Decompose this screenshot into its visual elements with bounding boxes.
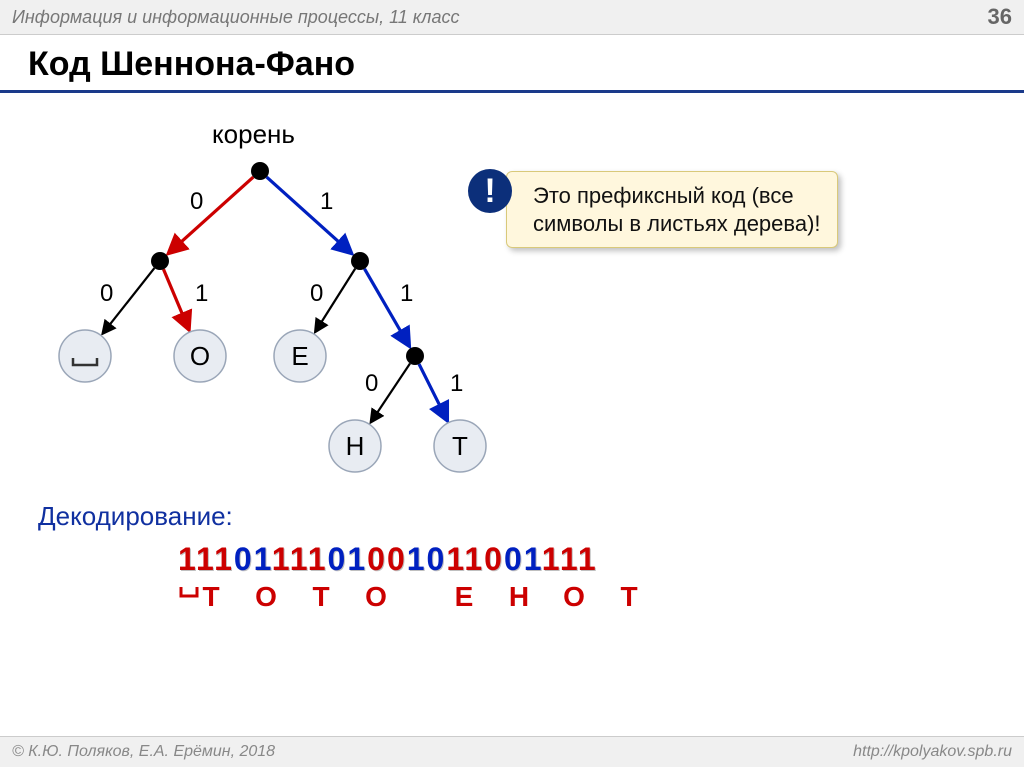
copyright-text: © К.Ю. Поляков, Е.А. Ерёмин, 2018	[12, 743, 275, 761]
decoding-label: Декодирование:	[38, 501, 233, 532]
svg-text:Е: Е	[291, 341, 308, 371]
svg-text:1: 1	[320, 188, 333, 215]
slide-footer: © К.Ю. Поляков, Е.А. Ерёмин, 2018 http:/…	[0, 736, 1024, 767]
svg-text:1: 1	[400, 280, 413, 307]
title-rule	[0, 90, 1024, 93]
svg-text:Н: Н	[346, 431, 365, 461]
svg-text:0: 0	[310, 280, 323, 307]
footer-url: http://kpolyakov.spb.ru	[853, 743, 1012, 761]
subject-text: Информация и информационные процессы, 11…	[12, 7, 459, 28]
svg-text:0: 0	[190, 188, 203, 215]
tree-diagram: 0 1 0 1 0 1 0 1 О Е Н Т	[0, 101, 560, 501]
svg-text:0: 0	[100, 280, 113, 307]
decoded-letters: ТОТОЕНОТ	[178, 581, 662, 613]
svg-text:1: 1	[450, 370, 463, 397]
svg-text:1: 1	[195, 280, 208, 307]
slide-title: Код Шеннона-Фано	[28, 45, 1024, 84]
svg-text:О: О	[190, 341, 210, 371]
content-stage: корень 01010101ОЕНТ ! Это префиксный код…	[0, 101, 1024, 701]
bit-string: 1110111101001011001111	[178, 541, 598, 578]
exclaim-icon: !	[468, 169, 512, 213]
callout-line2: символы в листьях дерева)!	[533, 210, 821, 238]
callout-line1: Это префиксный код (все	[533, 182, 821, 210]
svg-text:0: 0	[365, 370, 378, 397]
page-number: 36	[988, 4, 1012, 30]
callout-box: Это префиксный код (все символы в листья…	[506, 171, 838, 248]
callout-note: ! Это префиксный код (все символы в лист…	[468, 171, 838, 248]
svg-text:Т: Т	[452, 431, 468, 461]
slide-header: Информация и информационные процессы, 11…	[0, 0, 1024, 35]
